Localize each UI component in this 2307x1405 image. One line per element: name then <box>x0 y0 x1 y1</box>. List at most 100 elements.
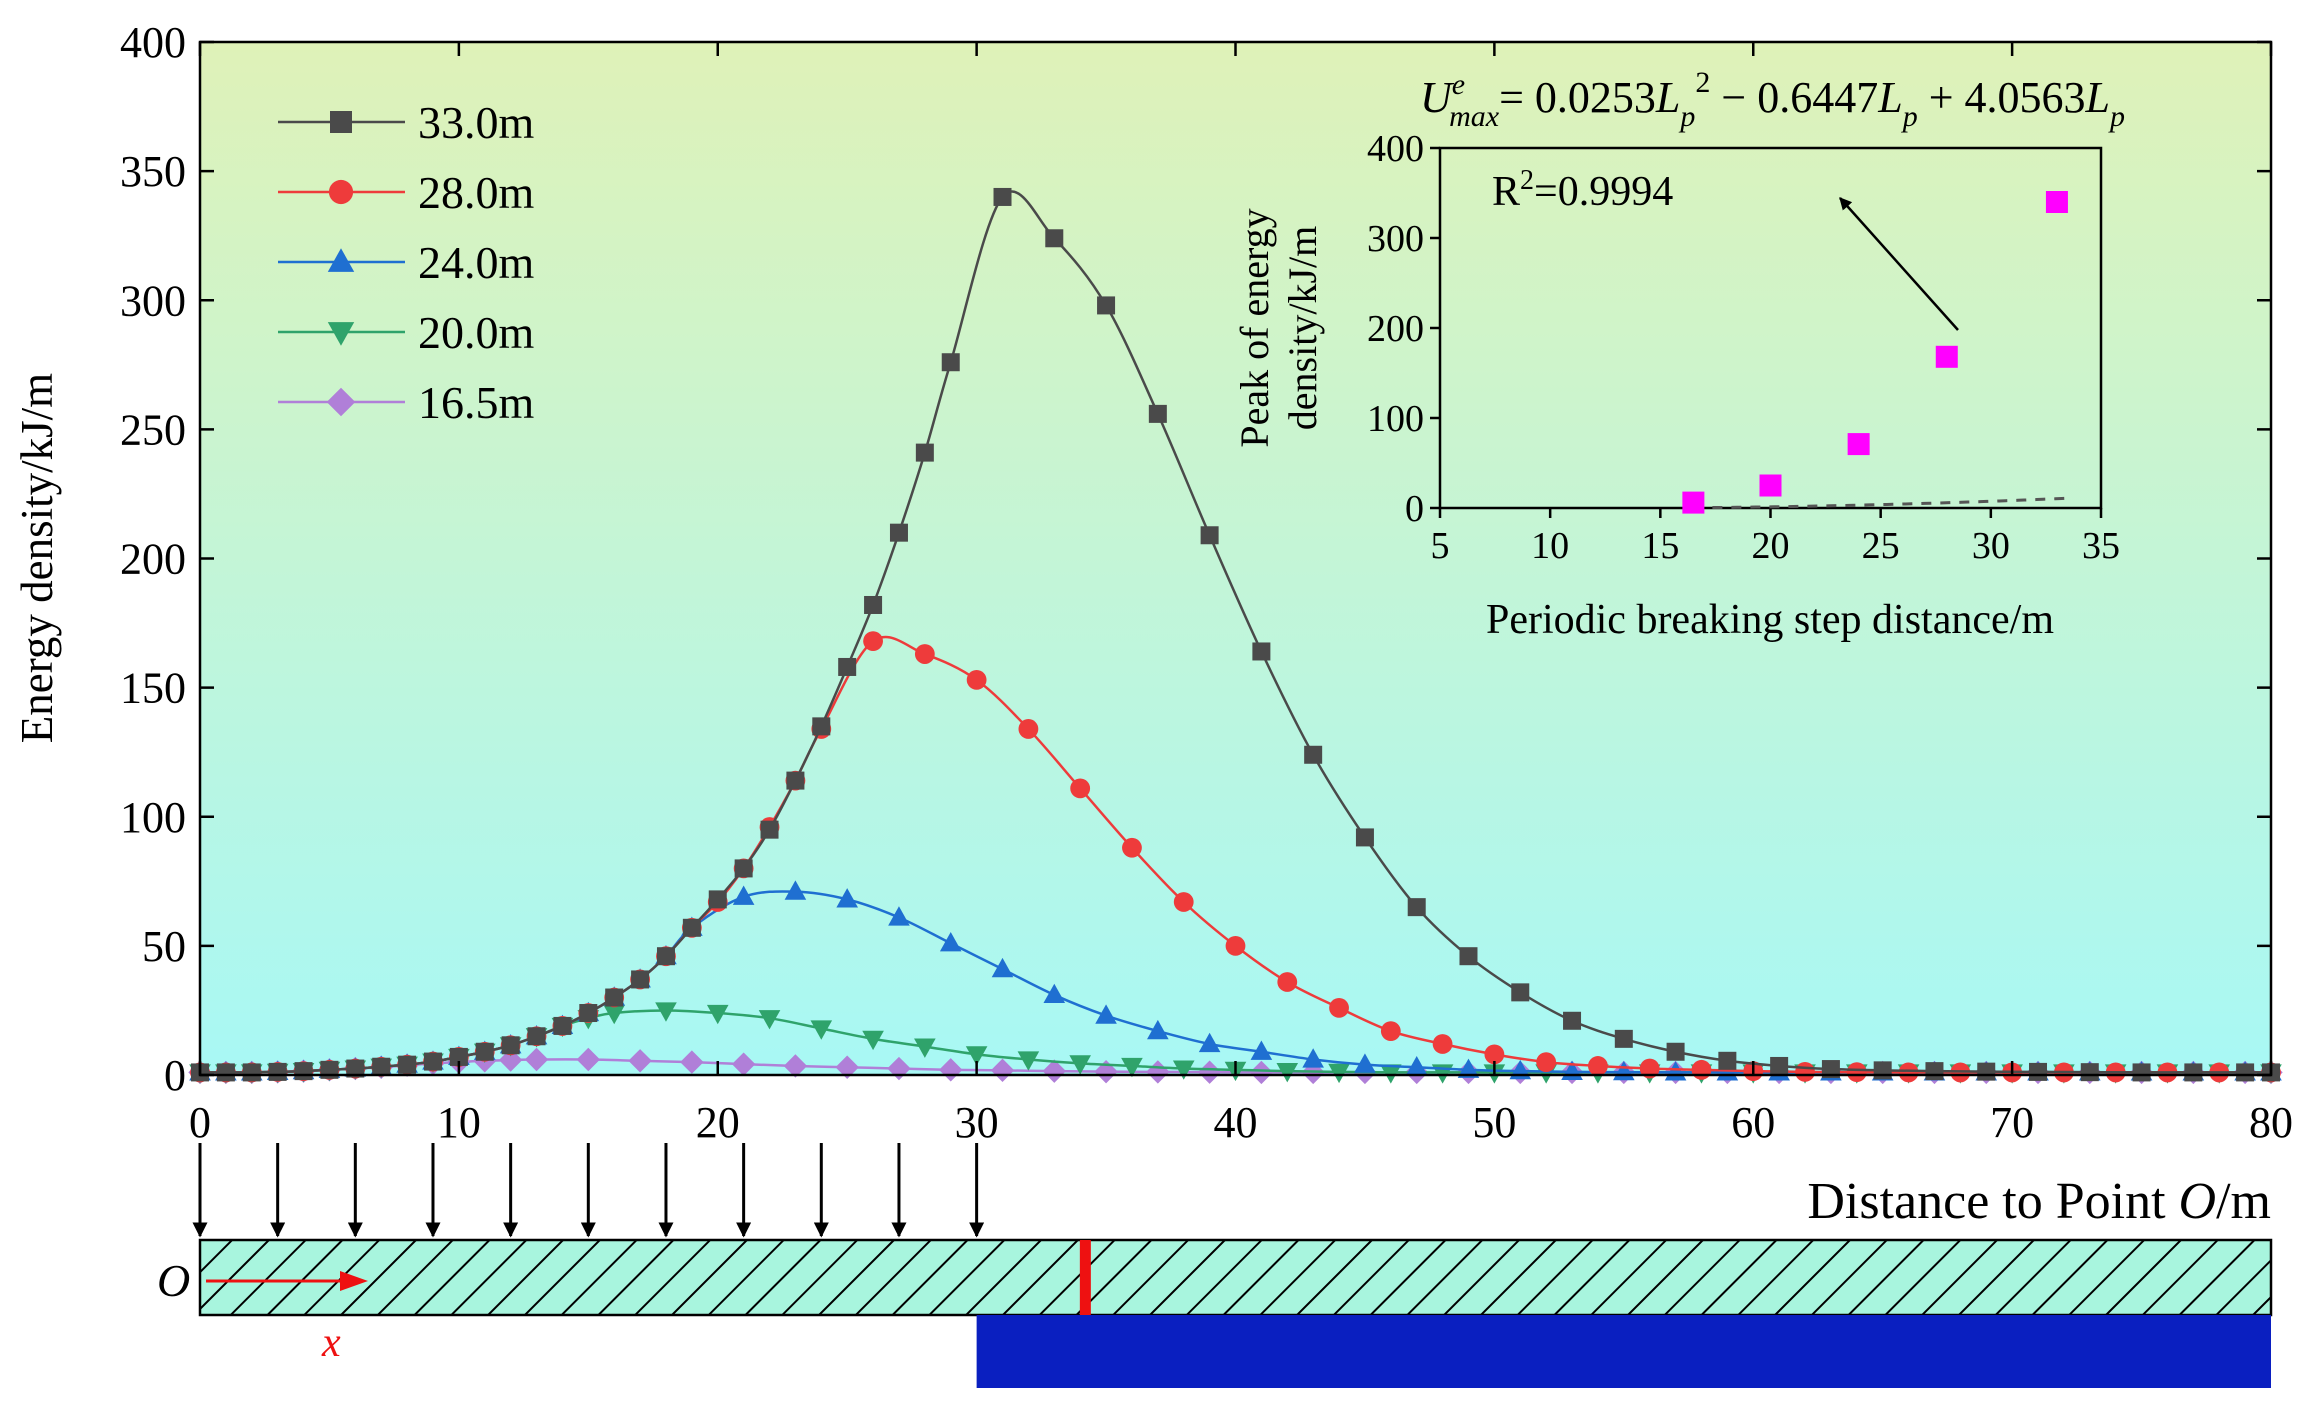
y-tick-label: 300 <box>120 276 186 325</box>
inset-fit-curve <box>1693 496 2069 510</box>
inset-x-tick-label: 25 <box>1862 525 1900 567</box>
data-point <box>1045 229 1064 248</box>
series-layer <box>188 187 2283 1085</box>
data-point <box>1148 404 1167 423</box>
legend-marker <box>327 322 355 346</box>
data-point <box>268 1062 287 1081</box>
data-point <box>812 717 831 736</box>
data-point <box>1121 1057 1143 1078</box>
data-point <box>1198 1032 1221 1053</box>
data-point <box>1146 1060 1170 1084</box>
data-point <box>1511 983 1530 1002</box>
data-point <box>939 932 962 952</box>
data-point <box>423 1052 442 1071</box>
data-point <box>579 1004 598 1023</box>
data-point <box>1328 1063 1350 1084</box>
support-block <box>976 1315 2271 1388</box>
data-point <box>603 1004 625 1025</box>
data-point <box>1173 892 1194 912</box>
data-point <box>838 657 857 676</box>
x-axis-label: Distance to Point O/m <box>1807 1173 2271 1230</box>
data-point <box>1873 1061 1892 1080</box>
plot-background <box>200 42 2271 1075</box>
data-point <box>1977 1062 1996 1081</box>
inset-y-tick-label: 100 <box>1367 398 1424 440</box>
data-point <box>760 820 779 839</box>
data-point <box>835 1055 859 1079</box>
data-point <box>1304 745 1323 764</box>
data-point <box>2236 1063 2255 1082</box>
data-point <box>1354 1053 1376 1073</box>
legend-label: 16.5m <box>418 377 535 428</box>
inset-x-tick-label: 20 <box>1752 525 1790 567</box>
x-tick-label: 60 <box>1731 1098 1775 1147</box>
data-point <box>1846 1062 1867 1083</box>
data-point <box>1017 1051 1040 1071</box>
data-point <box>1457 1058 1480 1078</box>
data-point <box>732 885 755 905</box>
data-point <box>1563 1011 1582 1030</box>
data-point <box>1252 642 1271 661</box>
data-point <box>524 1047 549 1072</box>
x-tick-label: 80 <box>2249 1098 2293 1147</box>
data-point <box>784 880 807 900</box>
data-point <box>346 1059 365 1078</box>
data-point <box>1898 1062 1919 1083</box>
data-point <box>862 1030 884 1051</box>
data-point <box>1484 1044 1505 1065</box>
inset-x-tick-label: 10 <box>1531 525 1569 567</box>
legend-label: 33.0m <box>418 97 535 148</box>
data-point <box>498 1048 523 1072</box>
data-point <box>656 947 675 966</box>
data-point <box>993 187 1012 206</box>
data-point <box>887 1056 911 1081</box>
data-point <box>914 644 935 664</box>
data-point <box>2080 1063 2099 1082</box>
origin-label: O <box>157 1255 190 1306</box>
legend-label: 28.0m <box>418 167 535 218</box>
data-point <box>939 1058 963 1082</box>
inset-y-tick-label: 300 <box>1367 218 1424 260</box>
inset-data-point <box>1759 474 1782 497</box>
data-point <box>1666 1042 1685 1061</box>
inset-y-tick-label: 200 <box>1367 308 1424 350</box>
data-point <box>941 353 960 372</box>
y-tick-label: 200 <box>120 535 186 584</box>
data-point <box>553 1016 572 1035</box>
y-axis-label: Energy density/kJ/m <box>12 373 62 743</box>
data-point <box>1200 526 1219 545</box>
y-tick-label: 0 <box>164 1051 186 1100</box>
y-tick-label: 250 <box>120 405 186 454</box>
beam-diagram: Ox <box>157 1143 2273 1388</box>
data-point <box>242 1063 261 1082</box>
inset-data-point <box>2045 191 2068 213</box>
data-point <box>1795 1062 1815 1082</box>
data-point <box>836 888 858 908</box>
data-point <box>1355 828 1374 847</box>
data-point <box>576 1047 601 1072</box>
data-point <box>1070 778 1091 799</box>
data-point <box>1614 1029 1633 1048</box>
inset-data-point <box>1847 433 1870 456</box>
data-point <box>1172 1060 1195 1080</box>
inset-y-tick-label: 400 <box>1367 128 1424 170</box>
r-squared-label: R2=0.9994 <box>1492 165 1673 215</box>
data-point <box>1276 1063 1299 1083</box>
data-point <box>1147 1019 1169 1040</box>
data-point <box>915 443 934 462</box>
legend-label: 24.0m <box>418 237 535 288</box>
inset-y-axis-label-line1: Peak of energy <box>1232 208 1277 447</box>
data-point <box>786 771 805 790</box>
legend: 33.0m 28.0m 24.0m 20.0m 16.5m <box>278 97 535 428</box>
data-point <box>1380 1021 1401 1041</box>
x-direction-label: x <box>321 1320 341 1366</box>
data-point <box>966 669 987 690</box>
data-point <box>1432 1034 1453 1054</box>
data-point <box>501 1036 520 1055</box>
x-tick-label: 70 <box>1990 1098 2034 1147</box>
x-tick-label: 30 <box>955 1098 999 1147</box>
data-point <box>1718 1051 1737 1070</box>
data-point <box>1249 1060 1274 1085</box>
data-point <box>810 1020 833 1040</box>
data-point <box>1925 1062 1944 1081</box>
